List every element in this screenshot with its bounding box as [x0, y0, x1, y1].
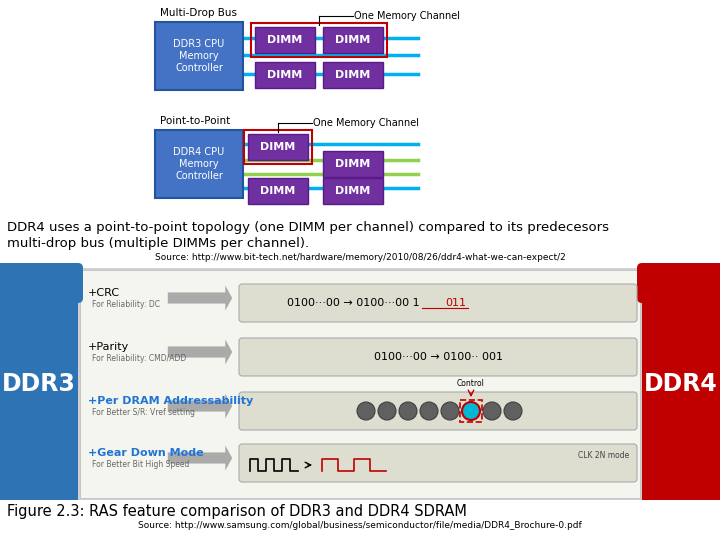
FancyBboxPatch shape: [0, 263, 83, 303]
Bar: [0, 268, 78, 500]
Text: DDR4 CPU
Memory
Controller: DDR4 CPU Memory Controller: [174, 147, 225, 180]
Bar: [255, 62, 315, 88]
Circle shape: [504, 402, 522, 420]
Text: Figure 2.3: RAS feature comparison of DDR3 and DDR4 SDRAM: Figure 2.3: RAS feature comparison of DD…: [7, 504, 467, 519]
Circle shape: [462, 402, 480, 420]
Bar: [0, 0, 720, 215]
Text: DIMM: DIMM: [267, 35, 302, 45]
Text: 0100···00 → 0100·· 001: 0100···00 → 0100·· 001: [374, 352, 503, 362]
Bar: [323, 27, 383, 53]
FancyBboxPatch shape: [239, 392, 637, 430]
Circle shape: [420, 402, 438, 420]
Bar: [323, 178, 383, 204]
FancyBboxPatch shape: [239, 338, 637, 376]
Bar: [248, 134, 308, 160]
Text: DIMM: DIMM: [336, 35, 371, 45]
FancyBboxPatch shape: [239, 444, 637, 482]
Text: For Reliability: CMD/ADD: For Reliability: CMD/ADD: [92, 354, 186, 363]
Text: DIMM: DIMM: [261, 142, 296, 152]
Bar: [251, 23, 387, 57]
Text: Source: http://www.samsung.com/global/business/semiconductor/file/media/DDR4_Bro: Source: http://www.samsung.com/global/bu…: [138, 521, 582, 530]
Text: DDR3: DDR3: [2, 372, 76, 396]
Text: DDR4: DDR4: [644, 372, 718, 396]
Text: DDR4 uses a point-to-point topology (one DIMM per channel) compared to its prede: DDR4 uses a point-to-point topology (one…: [7, 221, 609, 234]
Text: +Parity: +Parity: [88, 342, 130, 352]
Text: +CRC: +CRC: [88, 288, 120, 298]
Circle shape: [483, 402, 501, 420]
Bar: [0, 268, 720, 500]
Text: DDR3 CPU
Memory
Controller: DDR3 CPU Memory Controller: [174, 39, 225, 72]
Text: DIMM: DIMM: [336, 186, 371, 196]
Text: For Better S/R: Vref setting: For Better S/R: Vref setting: [92, 408, 195, 417]
Bar: [323, 62, 383, 88]
Bar: [323, 151, 383, 177]
Text: DIMM: DIMM: [336, 70, 371, 80]
Text: One Memory Channel: One Memory Channel: [313, 118, 419, 128]
Text: +Per DRAM Addressability: +Per DRAM Addressability: [88, 396, 253, 406]
Bar: [255, 27, 315, 53]
Text: Source: http://www.bit-tech.net/hardware/memory/2010/08/26/ddr4-what-we-can-expe: Source: http://www.bit-tech.net/hardware…: [155, 253, 565, 262]
Bar: [155, 130, 243, 198]
Text: CLK 2N mode: CLK 2N mode: [577, 451, 629, 460]
Text: One Memory Channel: One Memory Channel: [354, 11, 460, 21]
Text: multi-drop bus (multiple DIMMs per channel).: multi-drop bus (multiple DIMMs per chann…: [7, 237, 309, 250]
Circle shape: [441, 402, 459, 420]
Text: 0100···00 → 0100···00 1: 0100···00 → 0100···00 1: [287, 298, 420, 308]
Text: DIMM: DIMM: [336, 159, 371, 169]
Text: For Reliability: DC: For Reliability: DC: [92, 300, 160, 309]
Text: DIMM: DIMM: [267, 70, 302, 80]
Bar: [244, 130, 312, 164]
Bar: [155, 22, 243, 90]
Text: 011: 011: [445, 298, 466, 308]
Circle shape: [399, 402, 417, 420]
Bar: [642, 268, 720, 500]
FancyBboxPatch shape: [637, 263, 720, 303]
Text: +Gear Down Mode: +Gear Down Mode: [88, 448, 204, 458]
Circle shape: [378, 402, 396, 420]
Text: For Better Bit High Speed: For Better Bit High Speed: [92, 460, 189, 469]
Text: Multi-Drop Bus: Multi-Drop Bus: [160, 8, 237, 18]
Bar: [248, 178, 308, 204]
Text: Point-to-Point: Point-to-Point: [160, 116, 230, 126]
Bar: [80, 270, 640, 498]
FancyBboxPatch shape: [239, 284, 637, 322]
Circle shape: [357, 402, 375, 420]
Text: Control: Control: [457, 379, 485, 388]
Bar: [0, 500, 720, 540]
Text: DIMM: DIMM: [261, 186, 296, 196]
